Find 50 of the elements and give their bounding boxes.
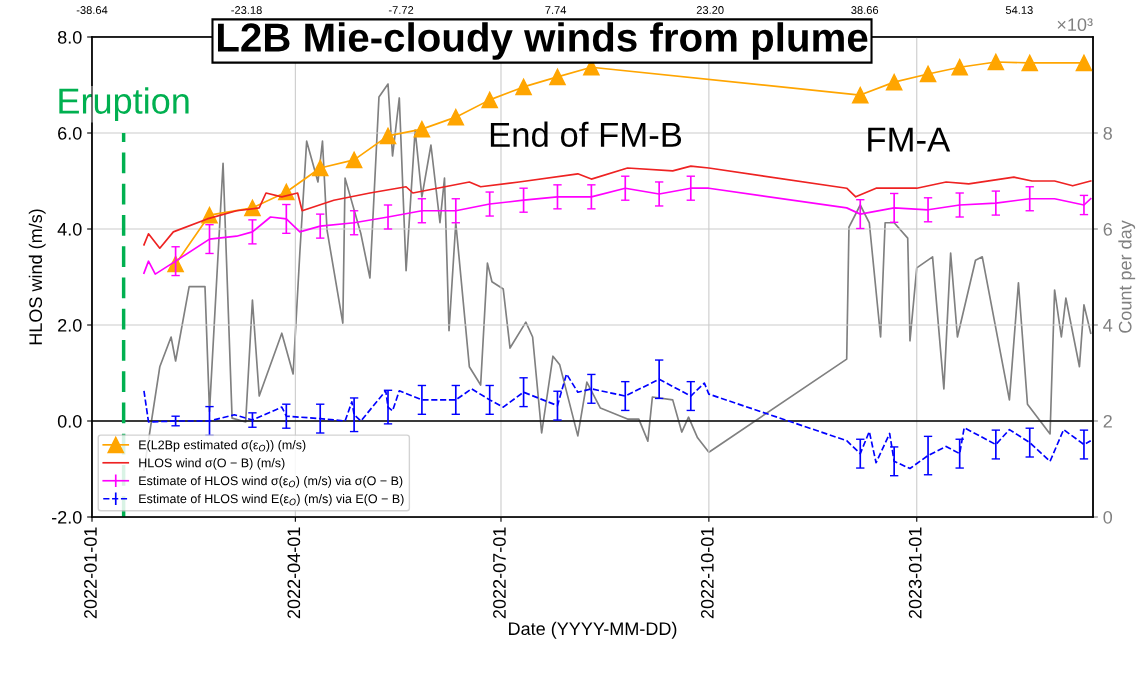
x-tick-label: 2022-07-01 <box>493 527 506 619</box>
point <box>447 108 465 126</box>
y2-tick-label: 2 <box>1103 414 1112 428</box>
point <box>413 120 431 138</box>
x2-tick-label: -38.64 <box>76 6 108 14</box>
y2-tick-label: 0 <box>1103 510 1113 524</box>
y-tick-label: 4.0 <box>57 222 82 236</box>
point <box>515 78 532 96</box>
point <box>379 127 397 145</box>
x-tick-label: 2023-01-01 <box>908 527 922 619</box>
point <box>851 86 869 104</box>
point <box>311 159 329 177</box>
point <box>549 68 566 86</box>
x-axis-title: Date (YYYY-MM-DD) <box>509 621 677 639</box>
point <box>1021 54 1039 72</box>
y-axis-title: HLOS wind (m/s) <box>28 209 46 345</box>
x2-tick-label: 54.13 <box>1005 6 1033 14</box>
legend-label: E(L2Bp estimated σ(ε$_{O}$)) (m/s) <box>139 440 306 452</box>
legend-label: Estimate of HLOS wind E(ε$_{O}$) (m/s) via E(O − B) <box>139 494 404 506</box>
y2-axis-title: Count per day <box>1118 220 1136 333</box>
x2-tick-label: -7.72 <box>388 6 414 14</box>
x2-tick-label: 7.74 <box>545 6 567 14</box>
x2-tick-label: 23.20 <box>696 6 724 14</box>
y-tick-label: 2.0 <box>58 318 82 332</box>
point <box>885 73 903 91</box>
legend-label: HLOS wind σ(O − B) (m/s) <box>139 458 285 470</box>
point <box>1075 54 1093 72</box>
line-series <box>143 165 1092 250</box>
text: ×10³ <box>1057 18 1093 32</box>
point <box>987 53 1005 71</box>
chart-title: L2B Mie-cloudy winds from plume <box>217 22 868 60</box>
point <box>919 65 937 83</box>
legend-label: Estimate of HLOS wind σ(ε$_{O}$) (m/s) via σ(O − B) <box>139 476 403 488</box>
x2-tick-label: 38.66 <box>851 6 879 14</box>
x-tick-label: 2022-10-01 <box>700 527 714 619</box>
y2-tick-label: 6 <box>1103 222 1112 236</box>
annotation: FM-A <box>868 127 951 152</box>
y-tick-label: 6.0 <box>58 126 82 140</box>
x2-tick-label: -23.18 <box>231 6 262 14</box>
y-tick-label: -2.0 <box>51 510 82 524</box>
annotation: End of FM-B <box>490 121 682 148</box>
y2-tick-label: 8 <box>1103 126 1112 140</box>
point <box>481 91 499 109</box>
point <box>951 58 969 76</box>
y-tick-label: 0.0 <box>57 414 82 428</box>
y2-tick-label: 4 <box>1103 319 1113 332</box>
x-tick-label: 2022-01-01 <box>84 527 97 619</box>
x-tick-label: 2022-04-01 <box>287 527 301 619</box>
point <box>345 151 363 169</box>
y-tick-label: 8.0 <box>57 30 82 44</box>
